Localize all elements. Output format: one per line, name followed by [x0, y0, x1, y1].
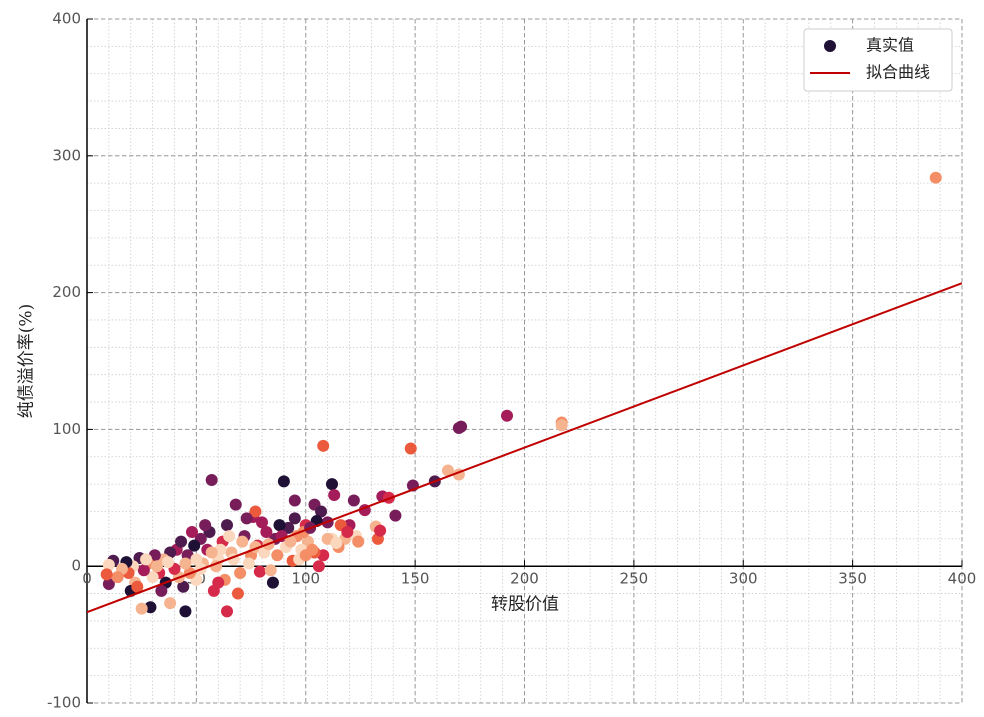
scatter-point: [277, 475, 290, 488]
scatter-point: [199, 519, 212, 532]
scatter-point: [441, 464, 454, 477]
scatter-point: [205, 546, 218, 559]
scatter-point: [256, 516, 268, 529]
scatter-point: [374, 524, 387, 537]
scatter-point: [231, 587, 244, 600]
x-tick-label: 100: [291, 570, 320, 588]
scatter-point: [190, 553, 203, 566]
scatter-point: [242, 557, 255, 570]
scatter-point: [317, 439, 330, 452]
scatter-point: [234, 567, 247, 580]
scatter-point: [260, 526, 273, 538]
scatter-point: [135, 602, 148, 615]
scatter-point: [271, 549, 284, 562]
scatter-point: [102, 558, 115, 571]
scatter-point: [229, 498, 242, 511]
x-tick-label: 0: [82, 570, 92, 588]
y-tick-label: 200: [52, 283, 81, 301]
scatter-point: [146, 571, 159, 584]
scatter-point: [288, 512, 301, 525]
scatter-point: [175, 535, 188, 548]
scatter-point: [137, 564, 150, 577]
scatter-point: [179, 557, 192, 570]
x-axis-label: 转股价值: [491, 595, 559, 615]
scatter-point: [111, 571, 124, 584]
scatter-point: [284, 535, 297, 548]
scatter-point: [221, 519, 233, 532]
x-tick-label: 400: [948, 570, 977, 588]
scatter-point: [161, 556, 174, 569]
y-tick-label: -100: [47, 694, 81, 712]
scatter-point: [389, 509, 402, 522]
scatter-point: [140, 553, 153, 566]
scatter-point: [328, 489, 341, 502]
scatter-point: [179, 605, 192, 618]
scatter-point: [929, 171, 942, 184]
scatter-point: [188, 539, 201, 552]
scatter-point: [555, 419, 568, 432]
scatter-point: [273, 519, 286, 532]
legend-box: [803, 28, 953, 92]
scatter-point: [240, 512, 253, 525]
scatter-point: [288, 494, 301, 507]
y-tick-label: 0: [71, 557, 81, 575]
scatter-point: [186, 526, 198, 538]
legend-marker: [824, 40, 836, 52]
scatter-point: [221, 605, 233, 618]
x-tick-label: 350: [838, 570, 867, 588]
y-tick-label: 400: [52, 10, 81, 28]
scatter-point: [131, 580, 144, 593]
scatter-point: [236, 535, 249, 548]
scatter-point: [100, 568, 113, 581]
scatter-point: [501, 409, 513, 422]
scatter-point: [452, 422, 465, 435]
fit-line: [87, 282, 962, 614]
scatter-point: [223, 530, 236, 543]
scatter-point: [249, 505, 262, 518]
scatter-point: [212, 576, 225, 589]
scatter-point: [205, 474, 218, 487]
x-tick-label: 250: [620, 570, 649, 588]
x-tick-label: 150: [401, 570, 430, 588]
legend-label: 拟合曲线: [866, 63, 930, 82]
scatter-point: [404, 442, 417, 455]
scatter-point: [177, 580, 190, 593]
scatter-point: [155, 584, 168, 597]
scatter-point: [326, 478, 338, 491]
scatter-point: [347, 494, 360, 507]
scatter-point: [330, 536, 343, 549]
plot-area: [87, 171, 962, 618]
scatter-point: [315, 505, 328, 518]
scatter-point: [264, 564, 277, 577]
x-tick-label: 300: [729, 570, 758, 588]
scatter-point: [352, 535, 365, 548]
scatter-point: [253, 565, 266, 578]
scatter-point: [299, 549, 312, 562]
scatter-point: [102, 577, 115, 590]
y-tick-label: 100: [52, 420, 81, 438]
scatter-point: [151, 560, 163, 573]
y-tick-label: 300: [52, 146, 81, 164]
x-tick-label: 200: [510, 570, 539, 588]
y-axis-label: 纯债溢价率(%): [17, 304, 37, 418]
scatter-point: [341, 526, 354, 538]
legend-label: 真实值: [866, 36, 914, 55]
scatter-point: [164, 597, 177, 610]
scatter-point: [266, 576, 279, 589]
scatter-point: [312, 560, 325, 573]
